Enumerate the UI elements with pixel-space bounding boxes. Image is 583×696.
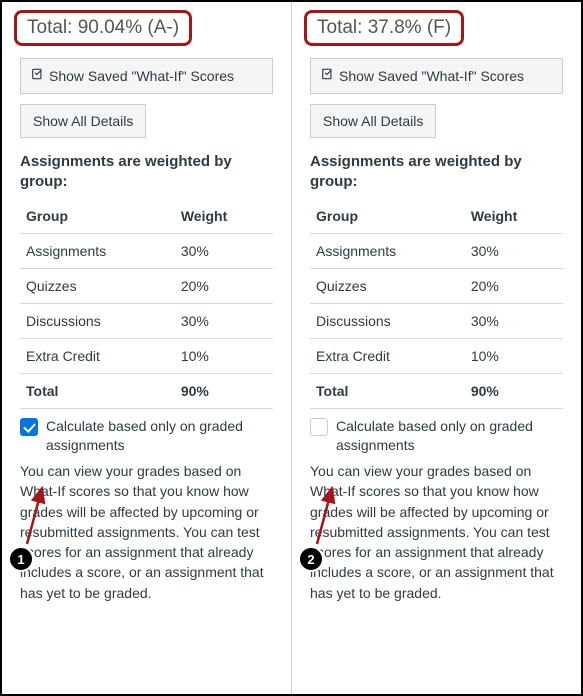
left-panel: Total: 90.04% (A-) Show Saved "What-If" … [2, 2, 291, 694]
weights-table: Group Weight Assignments 30% Quizzes 20%… [20, 199, 273, 409]
show-all-details-button[interactable]: Show All Details [20, 104, 146, 138]
annotation-badge-1: 1 [8, 546, 34, 572]
show-saved-whatif-label: Show Saved "What-If" Scores [49, 68, 234, 84]
group-weight: 30% [175, 234, 273, 269]
table-row: Discussions 30% [310, 304, 563, 339]
comparison-container: Total: 90.04% (A-) Show Saved "What-If" … [0, 0, 583, 696]
group-name: Discussions [20, 304, 175, 339]
total-grade: Total: 90.04% (A-) [14, 10, 192, 46]
total-name: Total [20, 374, 175, 409]
group-name: Assignments [20, 234, 175, 269]
col-weight: Weight [175, 199, 273, 234]
annotation-badge-2: 2 [298, 546, 324, 572]
weighted-heading: Assignments are weighted by group: [20, 152, 273, 191]
weighted-heading: Assignments are weighted by group: [310, 152, 563, 191]
group-name: Quizzes [310, 269, 465, 304]
show-all-details-button[interactable]: Show All Details [310, 104, 436, 138]
show-saved-whatif-button[interactable]: Show Saved "What-If" Scores [310, 58, 563, 94]
col-group: Group [20, 199, 175, 234]
table-row: Quizzes 20% [310, 269, 563, 304]
group-name: Extra Credit [20, 339, 175, 374]
table-header-row: Group Weight [20, 199, 273, 234]
col-group: Group [310, 199, 465, 234]
group-name: Discussions [310, 304, 465, 339]
group-weight: 10% [175, 339, 273, 374]
calculate-graded-only-row[interactable]: Calculate based only on graded assignmen… [310, 417, 563, 455]
total-weight: 90% [175, 374, 273, 409]
group-name: Quizzes [20, 269, 175, 304]
calculate-graded-only-label: Calculate based only on graded assignmen… [336, 417, 563, 455]
group-weight: 20% [465, 269, 563, 304]
table-total-row: Total 90% [20, 374, 273, 409]
info-text: You can view your grades based on What-I… [20, 461, 273, 603]
group-weight: 30% [465, 234, 563, 269]
group-weight: 10% [465, 339, 563, 374]
table-row: Quizzes 20% [20, 269, 273, 304]
whatif-icon [31, 67, 45, 85]
table-row: Extra Credit 10% [310, 339, 563, 374]
calculate-graded-only-checkbox[interactable] [20, 418, 38, 436]
group-weight: 20% [175, 269, 273, 304]
table-row: Assignments 30% [310, 234, 563, 269]
group-weight: 30% [175, 304, 273, 339]
calculate-graded-only-checkbox[interactable] [310, 418, 328, 436]
total-name: Total [310, 374, 465, 409]
table-total-row: Total 90% [310, 374, 563, 409]
show-saved-whatif-label: Show Saved "What-If" Scores [339, 68, 524, 84]
table-row: Assignments 30% [20, 234, 273, 269]
info-text: You can view your grades based on What-I… [310, 461, 563, 603]
right-panel: Total: 37.8% (F) Show Saved "What-If" Sc… [291, 2, 581, 694]
show-saved-whatif-button[interactable]: Show Saved "What-If" Scores [20, 58, 273, 94]
group-name: Extra Credit [310, 339, 465, 374]
calculate-graded-only-row[interactable]: Calculate based only on graded assignmen… [20, 417, 273, 455]
table-row: Discussions 30% [20, 304, 273, 339]
group-weight: 30% [465, 304, 563, 339]
col-weight: Weight [465, 199, 563, 234]
table-row: Extra Credit 10% [20, 339, 273, 374]
weights-table: Group Weight Assignments 30% Quizzes 20%… [310, 199, 563, 409]
group-name: Assignments [310, 234, 465, 269]
calculate-graded-only-label: Calculate based only on graded assignmen… [46, 417, 273, 455]
total-weight: 90% [465, 374, 563, 409]
table-header-row: Group Weight [310, 199, 563, 234]
whatif-icon [321, 67, 335, 85]
total-grade: Total: 37.8% (F) [304, 10, 464, 46]
